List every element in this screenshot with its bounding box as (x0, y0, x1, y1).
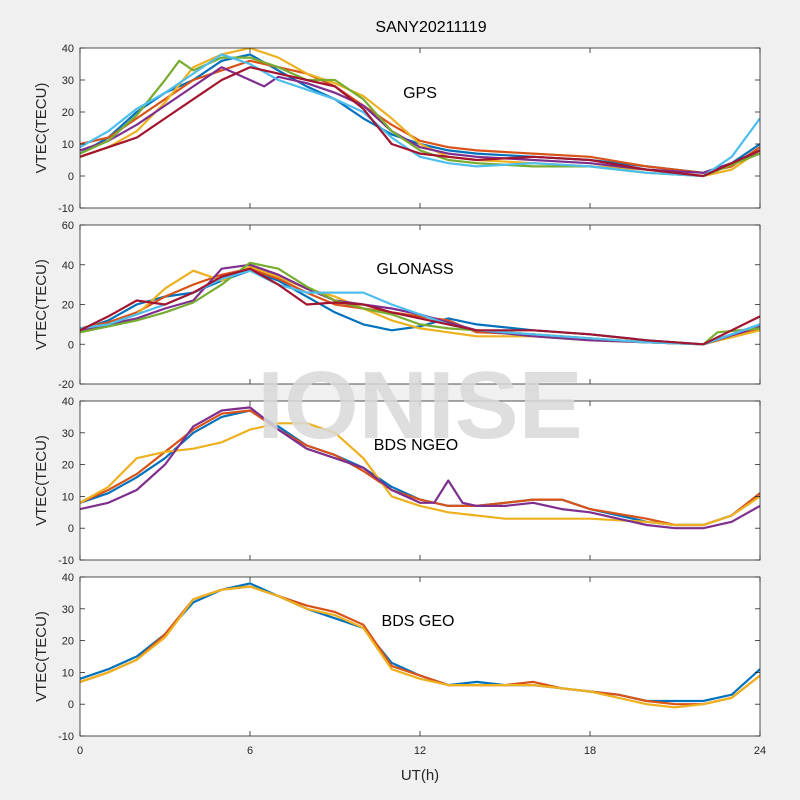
y-tick-label: 20 (62, 460, 74, 472)
y-tick-label: 40 (62, 43, 74, 55)
series-line-4 (80, 66, 760, 174)
panel-annotation: BDS NGEO (374, 437, 458, 454)
plot-area (80, 225, 760, 384)
y-tick-label: 20 (62, 636, 74, 648)
watermark: IONISE (257, 352, 582, 459)
y-tick-label: 30 (62, 604, 74, 616)
y-tick-label: 60 (62, 220, 74, 232)
series-group (80, 406, 760, 530)
plot-area (80, 48, 760, 208)
series-group (80, 261, 760, 346)
plot-area (80, 577, 760, 736)
y-tick-label: -10 (58, 555, 74, 567)
series-line-7 (80, 267, 760, 346)
series-line-4 (80, 406, 760, 530)
x-axis-label: UT(h) (401, 767, 439, 784)
y-tick-label: -10 (58, 731, 74, 743)
y-tick-label: 40 (62, 396, 74, 408)
y-axis-label: VTEC(TECU) (33, 611, 50, 702)
y-tick-label: 20 (62, 300, 74, 312)
y-tick-label: 30 (62, 75, 74, 87)
y-tick-label: 0 (68, 171, 74, 183)
y-tick-label: 10 (62, 139, 74, 151)
y-tick-label: 10 (62, 491, 74, 503)
panel-annotation: GPS (403, 85, 437, 102)
y-tick-label: 30 (62, 428, 74, 440)
panel-annotation: GLONASS (376, 261, 453, 278)
y-axis-label: VTEC(TECU) (33, 435, 50, 526)
y-axis-label: VTEC(TECU) (33, 83, 50, 174)
x-tick-label: 12 (414, 745, 426, 757)
y-tick-label: 20 (62, 107, 74, 119)
y-tick-label: 40 (62, 260, 74, 272)
panel-1: -10 0 10 20 30 40 VTEC(TECU) GPS (33, 43, 761, 215)
panel-annotation: BDS GEO (382, 613, 455, 630)
y-tick-label: -10 (58, 203, 74, 215)
y-axis-label: VTEC(TECU) (33, 259, 50, 350)
series-line-7 (80, 66, 760, 178)
x-tick-label: 0 (77, 745, 83, 757)
y-tick-label: 40 (62, 572, 74, 584)
y-tick-label: 10 (62, 667, 74, 679)
x-tick-label: 6 (247, 745, 253, 757)
series-line-3 (80, 422, 760, 527)
panel-3: -10 0 10 20 30 40 VTEC(TECU) BDS NGEO (33, 396, 761, 567)
series-line-3 (80, 585, 760, 709)
y-tick-label: 0 (68, 339, 74, 351)
x-tick-label: 18 (584, 745, 596, 757)
y-tick-label: 0 (68, 699, 74, 711)
series-group (80, 48, 760, 178)
x-tick-label: 24 (754, 745, 766, 757)
panel-2: -20 0 20 40 60 VTEC(TECU) GLONASS (33, 220, 761, 391)
y-tick-label: -20 (58, 379, 74, 391)
series-line-6 (80, 53, 760, 178)
series-group (80, 582, 760, 709)
figure-title: SANY20211119 (375, 19, 486, 36)
y-tick-label: 0 (68, 523, 74, 535)
